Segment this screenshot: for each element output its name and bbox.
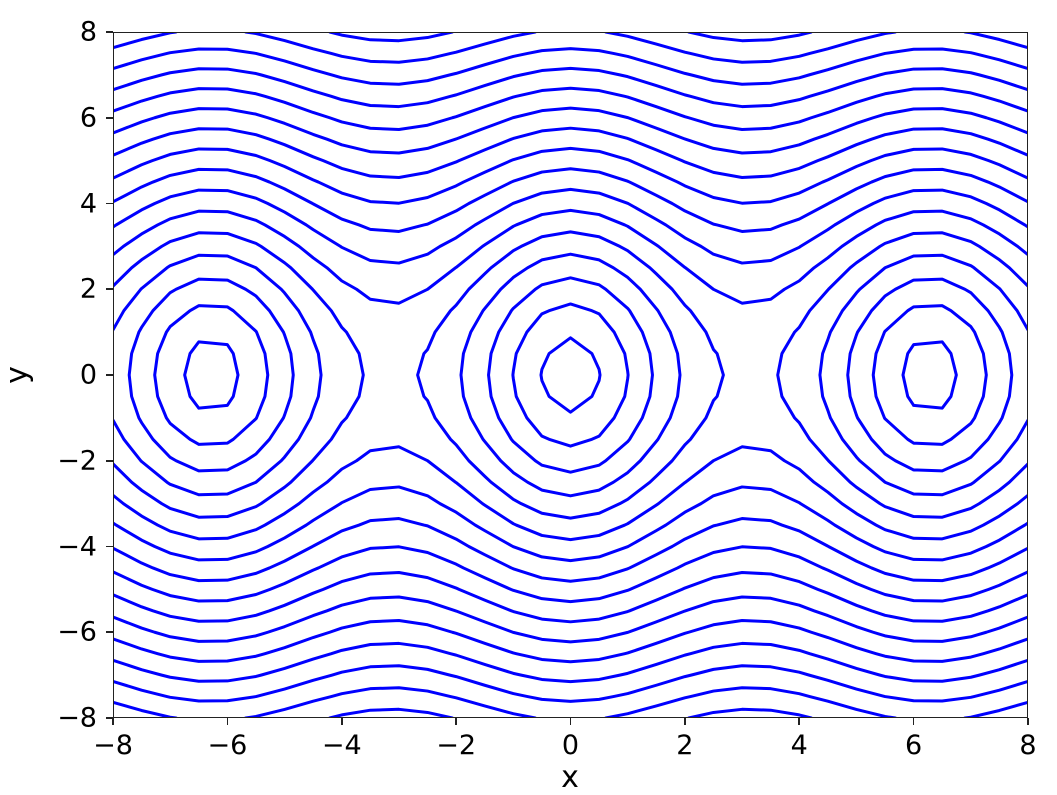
x-tick-label: 2: [676, 730, 694, 761]
x-tick-label: −8: [93, 730, 133, 761]
contour-line: [113, 126, 1028, 179]
x-tick-mark: [684, 718, 686, 725]
y-tick-label: 2: [79, 273, 97, 305]
contour-line: [776, 231, 1028, 519]
x-axis-label: x: [561, 760, 579, 795]
contour-line: [113, 106, 1028, 155]
contour-line: [963, 32, 1028, 50]
contour-line: [113, 146, 1028, 205]
y-tick-mark: [106, 459, 113, 462]
contour-line: [113, 517, 1028, 583]
y-tick-mark: [106, 116, 113, 119]
contour-line: [487, 276, 654, 474]
y-tick-mark: [106, 631, 113, 634]
contour-line: [818, 253, 1028, 497]
contour-line: [113, 32, 178, 50]
contour-line: [113, 595, 1028, 644]
x-tick-mark: [1027, 718, 1029, 725]
contour-line: [244, 686, 537, 718]
y-tick-label: 6: [79, 102, 97, 134]
y-tick-label: 0: [79, 359, 97, 391]
contour-canvas: [113, 32, 1028, 718]
y-tick-mark: [106, 31, 113, 33]
y-axis-label: y: [0, 366, 35, 384]
contour-line: [113, 700, 178, 718]
contour-line: [871, 304, 988, 446]
y-tick-mark: [106, 717, 113, 719]
contour-line: [604, 686, 897, 718]
contour-line: [113, 187, 1028, 265]
x-tick-mark: [226, 718, 229, 725]
contour-line-group: [113, 32, 1028, 718]
x-tick-label: −4: [321, 730, 362, 761]
contour-line: [511, 302, 630, 448]
contour-line: [113, 545, 1028, 604]
x-tick-mark: [340, 718, 343, 725]
contour-line: [183, 340, 240, 410]
x-tick-label: 6: [905, 730, 923, 761]
x-tick-label: 0: [561, 730, 580, 761]
contour-line: [113, 485, 1028, 563]
contour-line: [113, 619, 1028, 664]
y-tick-mark: [106, 288, 113, 291]
contour-line: [113, 231, 365, 519]
x-tick-label: 8: [1019, 730, 1037, 761]
x-tick-mark: [455, 718, 457, 725]
y-tick-label: −8: [57, 702, 97, 734]
contour-line: [846, 277, 1014, 473]
contour-line: [113, 664, 1028, 703]
contour-line: [127, 277, 295, 473]
contour-line: [244, 32, 537, 64]
contour-line: [687, 707, 813, 718]
contour-line: [113, 66, 1028, 109]
contour-line: [687, 32, 813, 43]
contour-line: [539, 336, 602, 414]
x-tick-mark: [912, 718, 915, 725]
contour-line: [963, 700, 1028, 718]
contour-line: [328, 32, 454, 43]
contour-line: [416, 230, 725, 520]
contour-line: [113, 445, 1028, 542]
contour-line: [153, 304, 270, 446]
y-tick-mark: [106, 374, 113, 376]
x-tick-mark: [569, 718, 572, 725]
contour-line: [459, 252, 682, 498]
y-tick-mark: [106, 545, 113, 548]
x-tick-label: 4: [790, 730, 808, 761]
x-tick-mark: [112, 718, 114, 725]
y-tick-label: 8: [79, 16, 97, 48]
x-tick-label: −2: [436, 730, 477, 761]
contour-line: [901, 340, 958, 410]
contour-line: [113, 47, 1028, 86]
contour-line: [113, 208, 1028, 305]
plot-axes: [113, 32, 1028, 718]
contour-line: [113, 253, 323, 497]
contour-line: [113, 167, 1028, 233]
y-tick-label: −4: [57, 531, 97, 562]
x-tick-label: −6: [207, 730, 248, 761]
contour-line: [113, 86, 1028, 131]
y-tick-label: −2: [57, 445, 97, 477]
contour-line: [113, 641, 1028, 684]
x-tick-mark: [798, 718, 801, 725]
contour-line: [604, 32, 897, 64]
y-tick-label: 4: [79, 188, 97, 219]
contour-line: [328, 707, 454, 718]
y-tick-label: −6: [57, 616, 97, 648]
contour-line: [113, 571, 1028, 624]
y-tick-mark: [106, 202, 113, 205]
